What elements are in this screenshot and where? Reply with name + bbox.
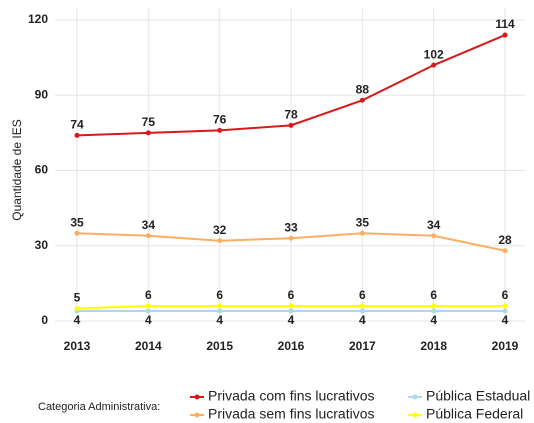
- data-label: 102: [424, 47, 444, 61]
- point: [431, 62, 437, 68]
- data-label: 4: [145, 313, 152, 327]
- point: [217, 238, 223, 244]
- x-tick-label: 2018: [420, 339, 447, 353]
- data-label: 74: [70, 118, 84, 132]
- y-tick-label: 30: [35, 238, 49, 252]
- point: [502, 303, 508, 309]
- point: [288, 235, 294, 241]
- point: [74, 132, 80, 138]
- point: [74, 305, 80, 311]
- legend-label: Privada sem fins lucrativos: [208, 406, 375, 422]
- legend-label: Pública Estadual: [426, 388, 530, 404]
- x-tick-label: 2016: [278, 339, 305, 353]
- legend-swatch-dot: [194, 412, 200, 418]
- point: [502, 308, 508, 314]
- data-label: 78: [284, 108, 298, 122]
- x-tick-label: 2019: [492, 339, 519, 353]
- data-label: 34: [427, 218, 441, 232]
- point: [217, 308, 223, 314]
- data-label: 76: [213, 113, 227, 127]
- legend-label: Privada com fins lucrativos: [208, 388, 375, 404]
- y-tick-label: 60: [35, 163, 49, 177]
- data-label: 114: [495, 17, 515, 31]
- point: [431, 308, 437, 314]
- data-label: 4: [288, 313, 295, 327]
- data-label: 34: [142, 218, 156, 232]
- data-label: 6: [145, 288, 152, 302]
- point: [145, 130, 151, 136]
- data-label: 6: [502, 288, 509, 302]
- data-label: 6: [288, 288, 295, 302]
- data-label: 33: [284, 220, 298, 234]
- data-label: 6: [430, 288, 437, 302]
- point: [145, 308, 151, 314]
- point: [359, 308, 365, 314]
- legend-label: Pública Federal: [426, 406, 523, 422]
- data-label: 6: [216, 288, 223, 302]
- data-label: 75: [142, 115, 156, 129]
- point: [359, 230, 365, 236]
- point: [288, 303, 294, 309]
- point: [431, 233, 437, 239]
- y-axis-label: Quantidade de IES: [10, 119, 24, 220]
- point: [217, 303, 223, 309]
- data-label: 32: [213, 223, 227, 237]
- data-label: 4: [430, 313, 437, 327]
- legend-swatch-dot: [194, 394, 200, 400]
- point: [288, 308, 294, 314]
- x-tick-label: 2017: [349, 339, 376, 353]
- data-label: 28: [498, 233, 512, 247]
- data-label: 4: [74, 313, 81, 327]
- point: [217, 127, 223, 133]
- point: [359, 97, 365, 103]
- data-label: 88: [356, 82, 370, 96]
- point: [502, 32, 508, 38]
- y-tick-label: 0: [41, 313, 48, 327]
- data-label: 4: [359, 313, 366, 327]
- point: [359, 303, 365, 309]
- legend-swatch-dot: [412, 412, 418, 418]
- x-tick-label: 2015: [206, 339, 233, 353]
- point: [502, 248, 508, 254]
- x-tick-label: 2014: [135, 339, 162, 353]
- data-label: 35: [70, 215, 84, 229]
- y-tick-label: 120: [28, 12, 48, 26]
- data-label: 5: [74, 291, 81, 305]
- legend-swatch-dot: [412, 394, 418, 400]
- x-tick-label: 2013: [64, 339, 91, 353]
- point: [288, 122, 294, 128]
- point: [145, 233, 151, 239]
- point: [431, 303, 437, 309]
- data-label: 6: [359, 288, 366, 302]
- data-label: 4: [216, 313, 223, 327]
- legend-title: Categoria Administrativa:: [38, 401, 160, 413]
- point: [74, 230, 80, 236]
- y-tick-label: 90: [35, 87, 49, 101]
- point: [145, 303, 151, 309]
- data-label: 4: [502, 313, 509, 327]
- data-label: 35: [356, 215, 370, 229]
